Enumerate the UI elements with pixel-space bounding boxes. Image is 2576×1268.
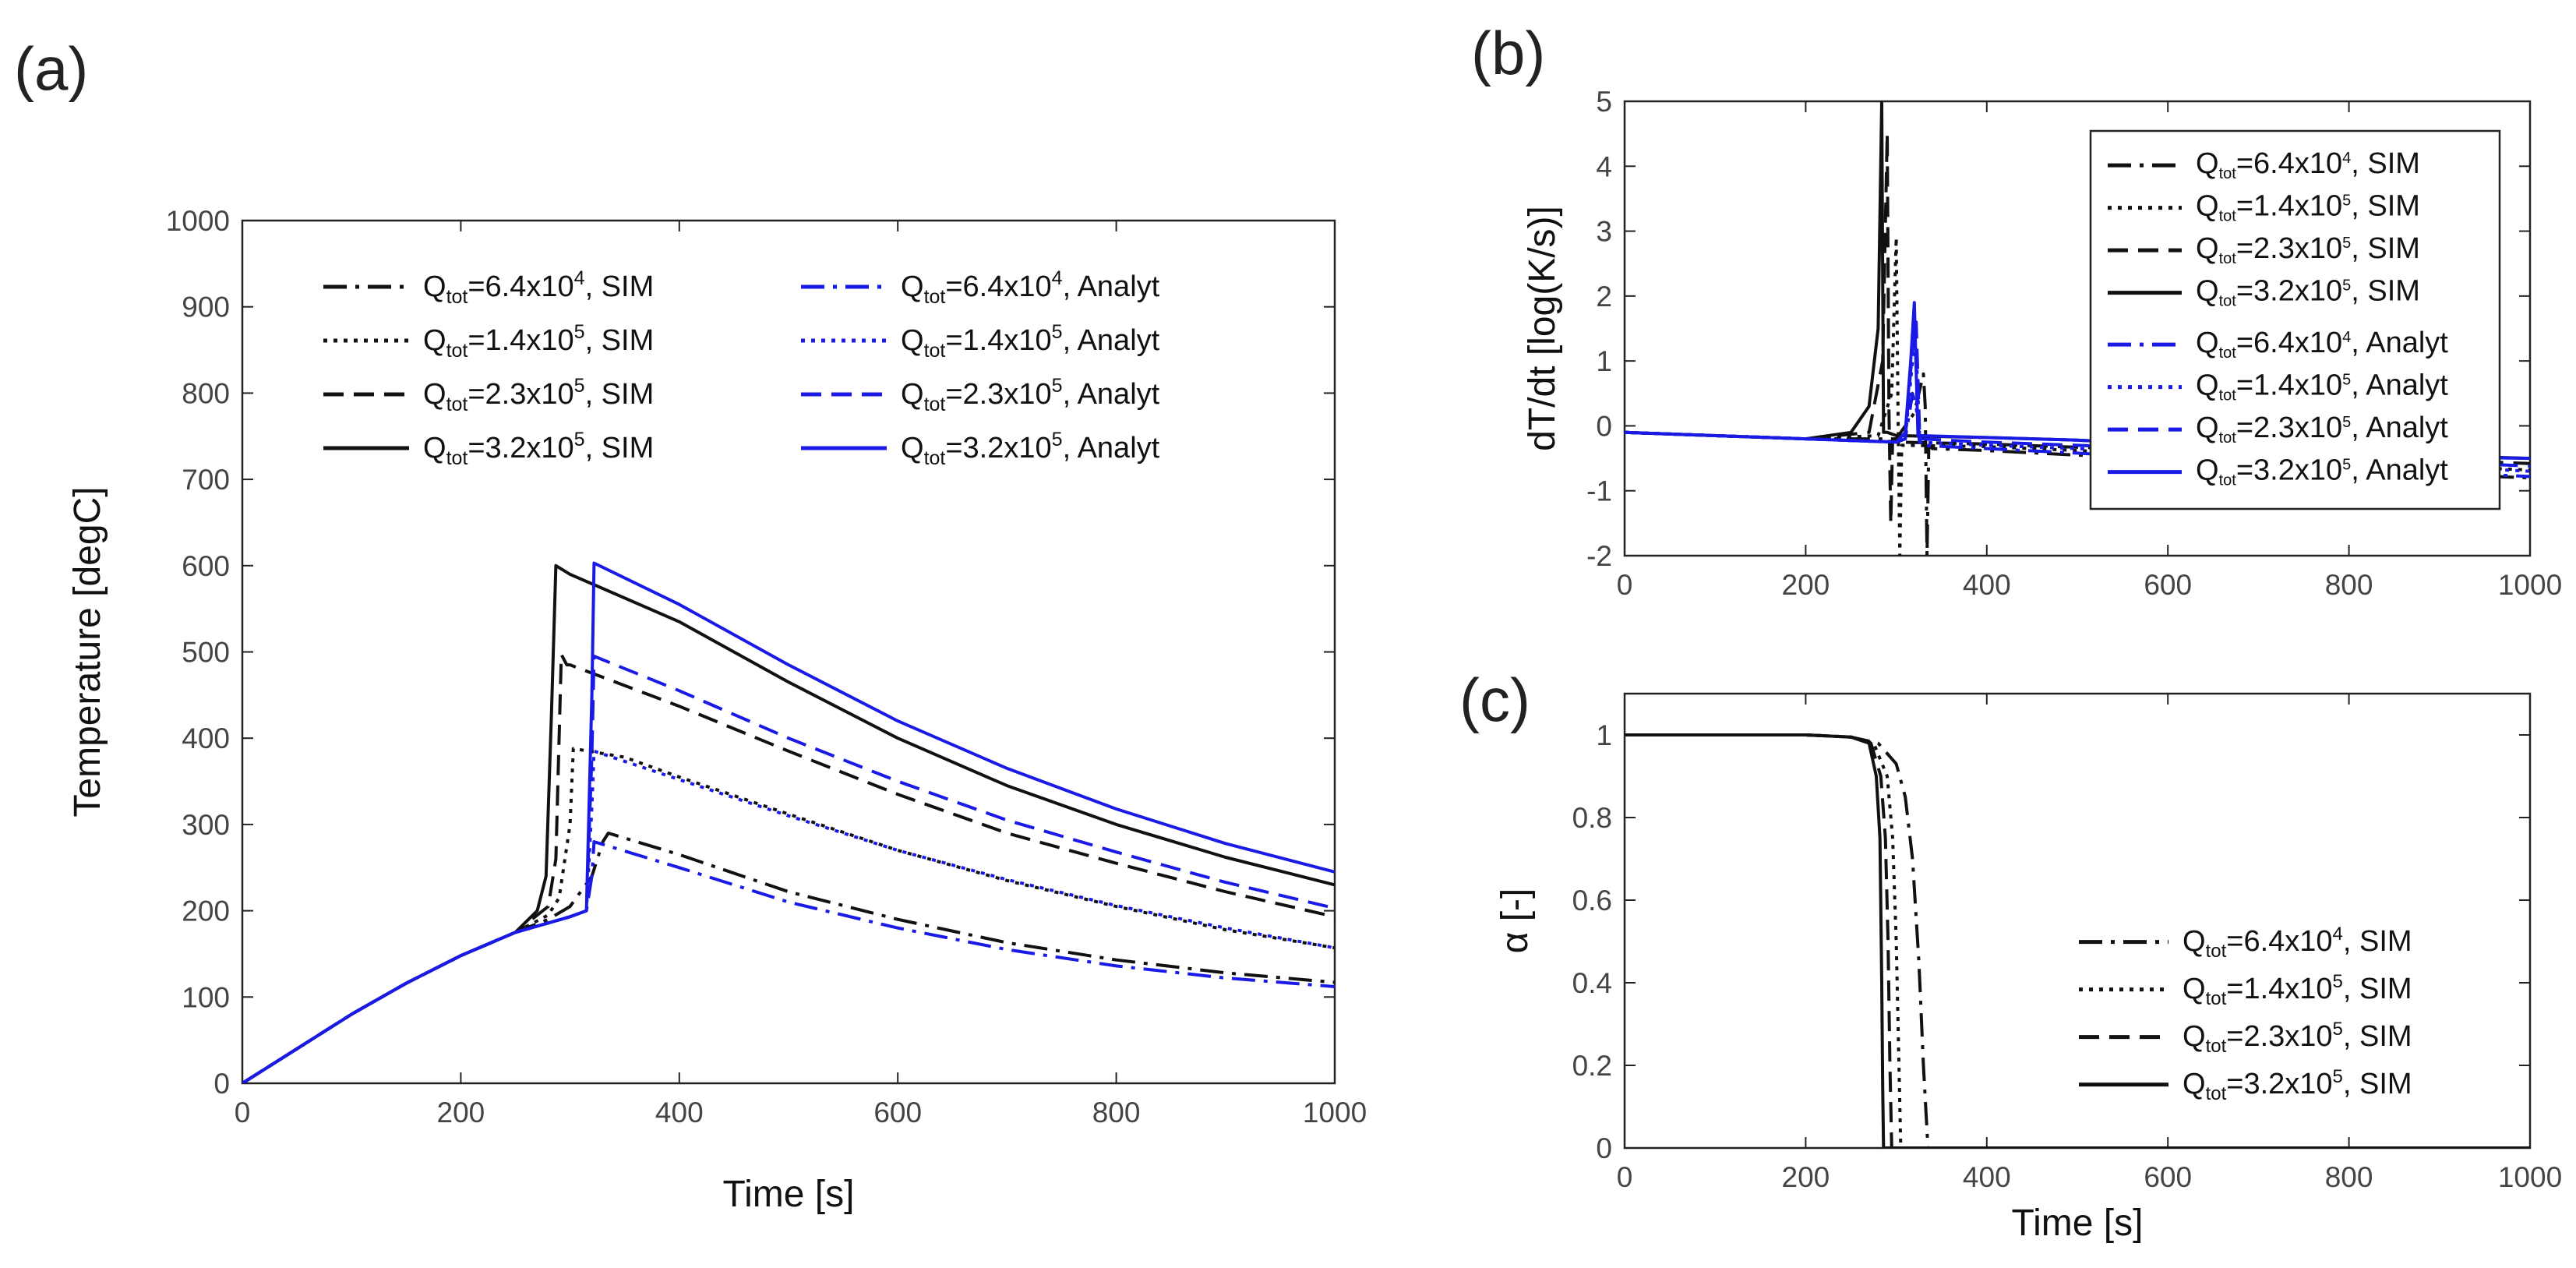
plot-area-frame <box>1623 100 2532 557</box>
legend-entry-3: Qtot=3.2x105, SIM <box>2196 275 2420 310</box>
x-tick-label: 0 <box>1617 569 1633 601</box>
plot-area-frame <box>241 219 1336 1085</box>
x-tick-label: 1000 <box>1303 1097 1367 1128</box>
series-group <box>242 561 1335 1083</box>
legend-entry-2: Qtot=2.3x105, SIM <box>2196 232 2420 267</box>
y-tick-label: 400 <box>182 722 230 754</box>
y-tick-label: 1 <box>1596 345 1612 377</box>
y-tick-label: 100 <box>182 981 230 1013</box>
legend-entry-0: Qtot=6.4x104, SIM <box>423 267 654 308</box>
x-tick-label: 600 <box>873 1097 922 1128</box>
y-axis-label: Temperature [degC] <box>67 486 108 817</box>
y-tick-label: 500 <box>182 637 230 669</box>
legend-entry-1: Qtot=1.4x105, SIM <box>423 321 654 362</box>
y-tick-label: 0 <box>1596 1132 1612 1164</box>
legend-entry-4: Qtot=6.4x104, Analyt <box>901 267 1160 308</box>
series-line-3 <box>242 563 1335 1083</box>
legend-entry-7: Qtot=3.2x105, Analyt <box>901 429 1160 469</box>
y-tick-label: 0 <box>213 1068 230 1100</box>
y-tick-label: 800 <box>182 377 230 409</box>
legend-entry-6: Qtot=2.3x105, Analyt <box>2196 411 2448 447</box>
y-tick-label: -2 <box>1586 540 1612 572</box>
y-tick-label: 0 <box>1596 410 1612 442</box>
y-tick-label: 0.8 <box>1572 802 1612 834</box>
legend-entry-3: Qtot=3.2x105, SIM <box>423 429 654 469</box>
x-tick-label: 200 <box>1782 569 1830 601</box>
legend: Qtot=6.4x104, SIM Qtot=1.4x105, SIM Qtot=2… <box>323 267 1160 469</box>
x-tick-label: 600 <box>2144 1161 2192 1193</box>
y-tick-label: 200 <box>182 895 230 927</box>
series-line-5 <box>242 749 1335 1083</box>
legend-entry-3: Qtot=3.2x105, SIM <box>2183 1066 2412 1104</box>
x-tick-label: 800 <box>2325 569 2373 601</box>
y-tick-label: 2 <box>1596 281 1612 313</box>
y-tick-label: 0.4 <box>1572 967 1612 999</box>
panel-a-temperature: 0 200 400 600 800 1000 0 100 200 300 400 500 600 700 8… <box>67 205 1367 1215</box>
y-tick-label: 900 <box>182 291 230 323</box>
legend-entry-0: Qtot=6.4x104, SIM <box>2183 924 2412 962</box>
panel-c-alpha: 0 200 400 600 800 1000 0 0.2 0.4 0.6 0.8 1 Time [s] α… <box>1494 692 2562 1244</box>
legend: Qtot=6.4x104, SIM Qtot=1.4x105, SIM Qtot=2… <box>2079 924 2412 1104</box>
series-line-7 <box>242 561 1335 1083</box>
series-line-0 <box>242 832 1335 1083</box>
x-tick-label: 400 <box>1963 569 2011 601</box>
x-tick-label: 800 <box>2325 1161 2373 1193</box>
y-tick-label: 4 <box>1596 150 1612 182</box>
x-tick-label: 800 <box>1092 1097 1141 1128</box>
x-axis-label: Time [s] <box>723 1174 855 1215</box>
panel-c-tag: (c) <box>1459 666 1530 734</box>
legend-entry-5: Qtot=1.4x105, Analyt <box>901 321 1160 362</box>
x-tick-label: 400 <box>655 1097 704 1128</box>
y-tick-label: 5 <box>1596 86 1612 118</box>
panel-a-tag: (a) <box>14 34 88 103</box>
legend-entry-6: Qtot=2.3x105, Analyt <box>901 375 1160 415</box>
x-axis-label: Time [s] <box>2012 1203 2144 1244</box>
series-line-6 <box>242 655 1335 1083</box>
x-tick-label: 400 <box>1963 1161 2011 1193</box>
series-line-2 <box>1625 733 2530 1148</box>
legend-box <box>2089 129 2501 510</box>
legend: Qtot=6.4x104, SIM Qtot=1.4x105, SIM Qtot=2… <box>2089 129 2501 510</box>
legend-entry-1: Qtot=1.4x105, SIM <box>2196 190 2420 225</box>
x-tick-label: 1000 <box>2498 1161 2562 1193</box>
series-line-1 <box>242 747 1335 1083</box>
legend-entry-2: Qtot=2.3x105, SIM <box>2183 1019 2412 1057</box>
y-tick-label: -1 <box>1586 475 1612 507</box>
x-tick-label: 200 <box>437 1097 485 1128</box>
series-line-3 <box>1625 733 2530 1148</box>
series-line-2 <box>242 652 1335 1083</box>
y-tick-label: 3 <box>1596 216 1612 248</box>
y-tick-label: 300 <box>182 809 230 841</box>
legend-entry-0: Qtot=6.4x104, SIM <box>2196 147 2420 182</box>
legend-entry-5: Qtot=1.4x105, Analyt <box>2196 369 2448 404</box>
y-axis-label: α [-] <box>1494 888 1536 954</box>
legend-entry-7: Qtot=3.2x105, Analyt <box>2196 454 2448 489</box>
y-tick-label: 600 <box>182 550 230 582</box>
y-axis-label: dT/dt [log(K/s)] <box>1522 206 1563 451</box>
x-tick-label: 600 <box>2144 569 2192 601</box>
x-tick-label: 0 <box>235 1097 251 1128</box>
y-tick-label: 1 <box>1596 719 1612 751</box>
legend-entry-1: Qtot=1.4x105, SIM <box>2183 971 2412 1009</box>
legend-entry-2: Qtot=2.3x105, SIM <box>423 375 654 415</box>
x-tick-label: 1000 <box>2498 569 2562 601</box>
series-line-4 <box>242 840 1335 1083</box>
series-group <box>1625 733 2530 1148</box>
legend-entry-4: Qtot=6.4x104, Analyt <box>2196 327 2448 362</box>
x-tick-label: 0 <box>1617 1161 1633 1193</box>
panel-b-tag: (b) <box>1471 19 1545 87</box>
y-tick-label: 0.6 <box>1572 885 1612 917</box>
x-tick-label: 200 <box>1782 1161 1830 1193</box>
y-tick-label: 1000 <box>166 205 230 237</box>
y-tick-label: 700 <box>182 464 230 496</box>
panel-b-heating-rate: 0 200 400 600 800 1000 -2 -1 0 1 2 3 4 5 dT/dt [log(K/… <box>1522 86 2562 601</box>
y-tick-label: 0.2 <box>1572 1050 1612 1082</box>
